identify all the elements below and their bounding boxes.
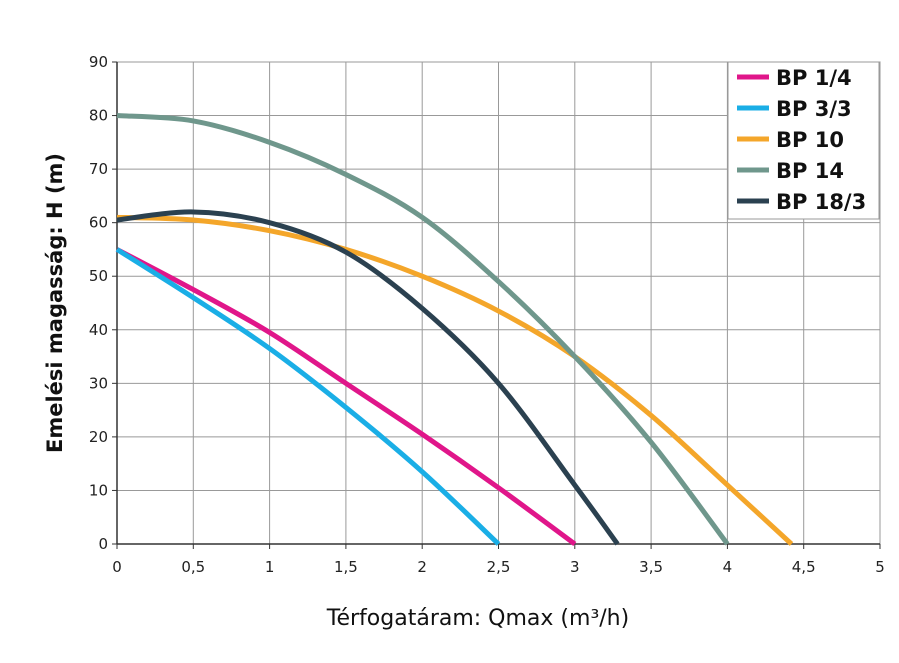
y-tick-label: 40 [89,321,108,339]
x-tick-label: 0,5 [181,558,205,576]
x-tick-label: 5 [875,558,885,576]
x-tick-label: 1 [265,558,275,576]
y-tick-label: 50 [89,267,108,285]
y-axis-label: Emelési magasság: H (m) [43,153,67,453]
series-lines [115,113,794,547]
x-tick-label: 4 [723,558,733,576]
y-tick-label: 0 [98,535,108,553]
legend-label: BP 10 [776,128,844,152]
x-tick-label: 4,5 [792,558,816,576]
series-line-bp-14 [116,113,730,546]
x-tick-label: 0 [112,558,122,576]
x-tick-labels: 0 0,5 1 1,5 2 2,5 3 3,5 4 4,5 5 [112,558,885,576]
y-tick-label: 80 [89,107,108,125]
y-tick-label: 70 [89,160,108,178]
legend-label: BP 14 [776,159,844,183]
x-tick-label: 3 [570,558,580,576]
x-tick-label: 2,5 [487,558,511,576]
x-tick-label: 1,5 [334,558,358,576]
legend-label: BP 18/3 [776,190,866,214]
series-line-bp-1-4 [115,247,577,547]
y-tick-label: 90 [89,53,108,71]
legend-label: BP 1/4 [776,66,852,90]
series-line-bp-18-3 [116,209,620,546]
y-tick-label: 60 [89,214,108,232]
y-tick-label: 30 [89,374,108,392]
series-line-bp-10 [116,214,794,546]
y-tick-label: 20 [89,428,108,446]
y-tick-label: 10 [89,481,108,499]
x-tick-label: 3,5 [639,558,663,576]
x-tick-label: 2 [417,558,427,576]
x-axis-label: Térfogatáram: Qmax (m³/h) [326,606,629,631]
legend: BP 1/4 BP 3/3 BP 10 BP 14 BP 18/3 [727,61,880,220]
legend-label: BP 3/3 [776,97,852,121]
series-line-bp-3-3 [115,247,501,546]
y-tick-labels: 0 10 20 30 40 50 60 70 80 90 [89,53,108,553]
